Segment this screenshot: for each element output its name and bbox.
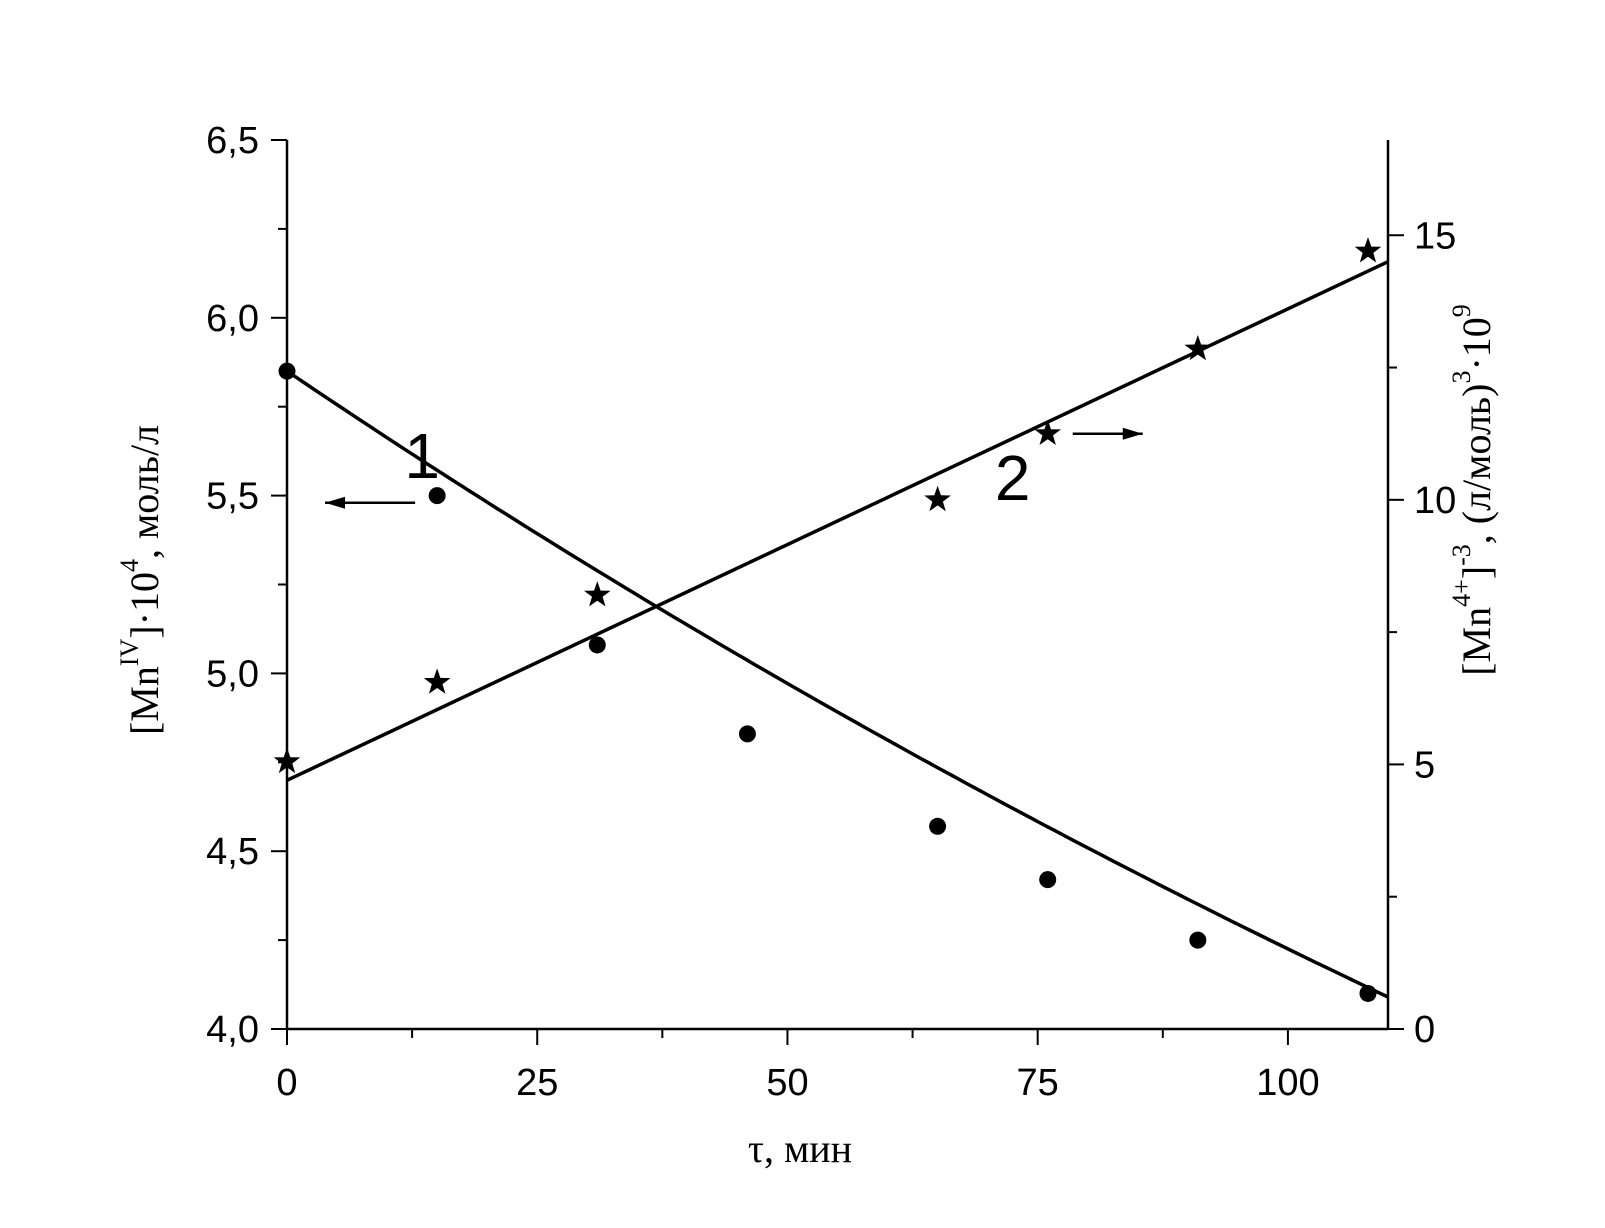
y-left-tick-label: 4,0 bbox=[206, 1009, 259, 1051]
y-left-tick-label: 5,5 bbox=[206, 476, 259, 518]
star-marker bbox=[584, 581, 611, 607]
y-left-tick-label: 4,5 bbox=[206, 831, 259, 873]
curve-label-1: 1 bbox=[404, 420, 440, 492]
y-left-tick-label: 6,0 bbox=[206, 298, 259, 340]
star-marker bbox=[1184, 335, 1212, 361]
fit-curves bbox=[286, 260, 1389, 999]
x-tick-label: 50 bbox=[766, 1062, 808, 1104]
star-marker bbox=[273, 747, 301, 774]
y-axis-right: 0 5 10 15 bbox=[1388, 215, 1456, 1051]
arrow-left-1-head bbox=[325, 496, 346, 509]
circle-marker bbox=[1359, 984, 1377, 1002]
arrow-right-2-head bbox=[1122, 427, 1143, 440]
y-left-tick-label: 5,0 bbox=[206, 653, 259, 695]
data-markers bbox=[273, 237, 1382, 1002]
y-axis-left-title: [MnIV]·104, моль/л bbox=[115, 425, 167, 735]
x-tick-label: 0 bbox=[276, 1062, 297, 1104]
star-marker bbox=[423, 668, 451, 694]
fit-line-2 bbox=[286, 260, 1389, 782]
plot-frame bbox=[285, 140, 1390, 1031]
x-axis: 0 25 50 75 100 bbox=[276, 1029, 1320, 1104]
star-marker bbox=[1354, 237, 1382, 263]
circle-marker bbox=[588, 636, 606, 654]
y-left-tick-label: 6,5 bbox=[206, 120, 259, 162]
x-tick-label: 100 bbox=[1256, 1062, 1319, 1104]
star-marker bbox=[924, 485, 951, 512]
fit-curve-1 bbox=[286, 369, 1389, 999]
x-tick-label: 25 bbox=[516, 1062, 558, 1104]
y-right-tick-label: 10 bbox=[1414, 480, 1456, 522]
circle-marker bbox=[278, 362, 296, 380]
curve-label-2: 2 bbox=[995, 442, 1031, 514]
x-tick-label: 75 bbox=[1017, 1062, 1059, 1104]
circle-marker bbox=[1039, 871, 1057, 889]
y-right-tick-label: 0 bbox=[1414, 1009, 1435, 1051]
y-axis-left: 4,0 4,5 5,0 5,5 6,0 6,5 bbox=[206, 120, 287, 1051]
star-marker bbox=[1034, 419, 1061, 445]
y-right-tick-label: 5 bbox=[1414, 744, 1435, 786]
circle-marker bbox=[1189, 931, 1207, 949]
circle-marker bbox=[929, 817, 947, 835]
x-axis-title: τ, мин bbox=[748, 1126, 852, 1171]
circle-marker bbox=[428, 487, 446, 505]
circle-marker bbox=[738, 725, 756, 743]
y-right-tick-label: 15 bbox=[1414, 215, 1456, 257]
y-axis-right-title: [Mn4+]-3, (л/моль)3·109 bbox=[1447, 304, 1499, 676]
